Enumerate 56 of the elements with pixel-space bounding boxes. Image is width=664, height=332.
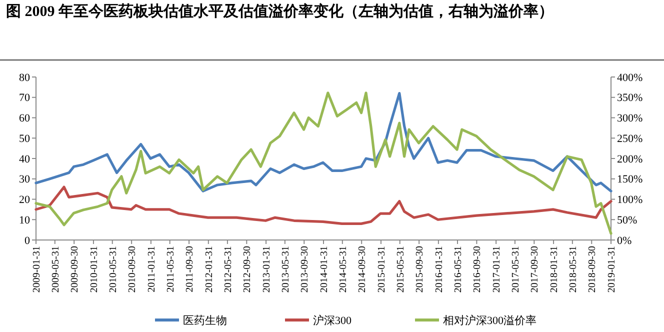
y-tick-label: 30: [19, 174, 30, 186]
legend-label: 相对沪深300溢价率: [443, 314, 536, 327]
x-tick-label: 2009-05-31: [50, 246, 62, 293]
x-tick-label: 2016-09-30: [472, 246, 484, 293]
x-tick-label: 2011-05-31: [165, 246, 176, 292]
y-tick-label: 20: [19, 194, 30, 206]
legend-label: 医药生物: [183, 314, 227, 327]
x-tick-label: 2012-01-31: [204, 246, 215, 293]
x-tick-label: 2010-09-30: [127, 246, 138, 293]
y-tick-label: 0: [24, 234, 30, 247]
x-tick-label: 2011-09-30: [184, 246, 196, 292]
chart-title: 图 2009 年至今医药板块估值水平及估值溢价率变化（左轴为估值，右轴为溢价率）: [6, 2, 554, 20]
y-tick-label: 40: [19, 153, 30, 166]
x-tick-label: 2010-05-31: [108, 246, 119, 293]
x-tick-label: 2015-09-30: [414, 246, 426, 293]
y2-tick-label: 400%: [617, 72, 643, 84]
y-tick-label: 10: [19, 214, 30, 226]
x-tick-label: 2017-01-31: [492, 246, 503, 293]
x-tick-label: 2010-01-31: [88, 246, 100, 293]
y2-tick-label: 100%: [617, 194, 643, 206]
x-tick-label: 2013-05-31: [280, 246, 292, 293]
y-tick-label: 50: [19, 132, 30, 145]
x-tick-label: 2015-01-31: [376, 246, 388, 293]
x-tick-label: 2011-01-31: [146, 246, 158, 292]
line-series: [34, 186, 612, 225]
x-tick-label: 2014-05-31: [338, 246, 349, 293]
line-series: [34, 92, 612, 192]
x-tick-label: 2018-09-30: [587, 246, 598, 293]
y2-tick-label: 150%: [617, 174, 643, 186]
x-tick-label: 2013-01-31: [262, 246, 273, 293]
y2-tick-label: 250%: [617, 132, 643, 145]
y-tick-label: 80: [19, 72, 30, 84]
y2-tick-label: 300%: [617, 112, 643, 125]
x-tick-label: 2014-09-30: [357, 246, 368, 293]
x-tick-label: 2017-09-30: [530, 246, 541, 293]
y-tick-label: 60: [19, 112, 30, 125]
x-tick-label: 2012-09-30: [242, 246, 254, 293]
y2-tick-label: 200%: [617, 153, 643, 166]
y2-tick-label: 50%: [617, 214, 638, 226]
line-series: [34, 92, 612, 235]
legend-label: 沪深300: [313, 314, 352, 327]
y2-tick-label: 350%: [617, 92, 643, 104]
x-tick-label: 2009-09-30: [70, 246, 81, 293]
x-tick-label: 2009-01-31: [32, 246, 42, 293]
x-tick-label: 2018-05-31: [568, 246, 579, 293]
x-tick-label: 2016-05-31: [452, 246, 464, 293]
y-tick-label: 70: [19, 92, 30, 104]
x-tick-label: 2016-01-31: [434, 246, 445, 293]
x-tick-label: 2019-01-31: [606, 246, 618, 293]
x-tick-label: 2018-01-31: [549, 246, 560, 293]
x-tick-label: 2013-09-30: [300, 246, 311, 293]
y2-tick-label: 0%: [617, 234, 632, 247]
x-tick-label: 2012-05-31: [222, 246, 234, 293]
x-tick-label: 2017-05-31: [510, 246, 522, 293]
x-tick-label: 2014-01-31: [319, 246, 330, 293]
x-tick-label: 2015-05-31: [395, 246, 406, 293]
